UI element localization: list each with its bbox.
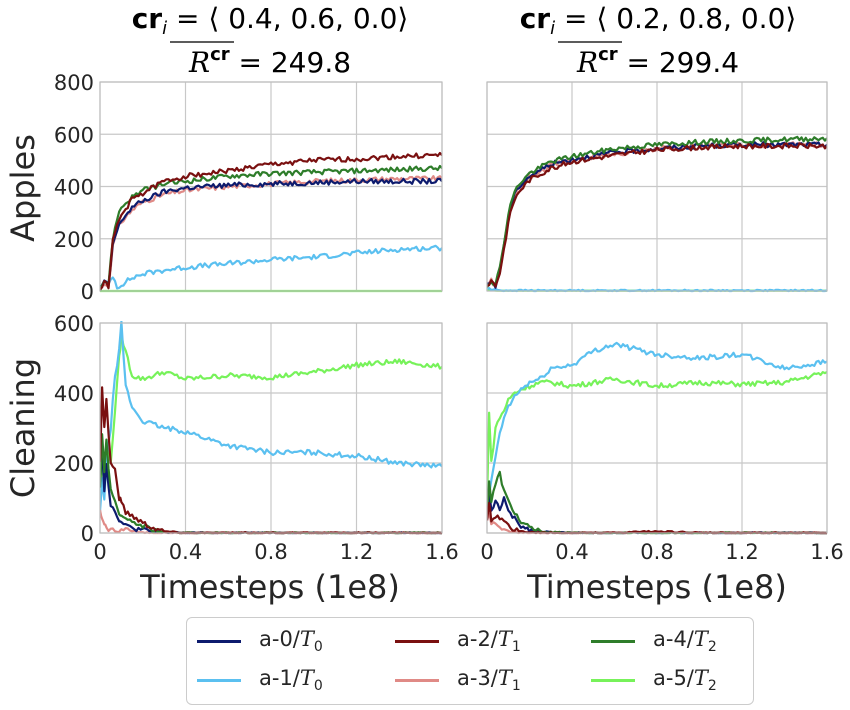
- ytick-label: 0: [81, 280, 94, 304]
- series-line-a5: [100, 333, 442, 499]
- series-line-a1: [487, 341, 827, 521]
- ytick-label: 400: [54, 176, 94, 200]
- legend-label: a-4/T2: [653, 626, 717, 656]
- xtick-label: 0.8: [254, 540, 287, 564]
- ytick-label: 200: [54, 452, 94, 476]
- legend-swatch: [591, 639, 635, 643]
- legend-label: a-1/T0: [259, 665, 323, 695]
- xtick-label: 0.8: [640, 540, 673, 564]
- svg-text:Rcr = 249.8: Rcr = 249.8: [188, 44, 351, 79]
- panel-title-right: cri = ⟨ 0.2, 0.8, 0.0⟩ Rcr = 299.4: [520, 2, 797, 79]
- title-left-sub: i: [162, 18, 167, 39]
- svg-text:cri = ⟨ 0.4, 0.6, 0.0⟩: cri = ⟨ 0.4, 0.6, 0.0⟩: [132, 2, 409, 39]
- svg-text:Rcr = 299.4: Rcr = 299.4: [576, 44, 739, 79]
- title-left-R: R: [188, 46, 210, 79]
- ytick-label: 200: [54, 228, 94, 252]
- legend-swatch: [395, 639, 439, 643]
- ytick-label: 400: [54, 382, 94, 406]
- xtick-label: 0: [93, 540, 106, 564]
- plot-frame: [99, 322, 443, 534]
- legend-item-a2: a-2/T1: [395, 626, 521, 656]
- legend-swatch: [197, 678, 241, 682]
- series-line-a1: [100, 321, 442, 512]
- panel-apples-right: [486, 81, 828, 293]
- legend-item-a5: a-5/T2: [591, 665, 717, 695]
- panel-cleaning-left: 0 200 400 600 0 0.4 0.8 1.2 1.6: [54, 312, 459, 564]
- title-right-sup: cr: [598, 44, 618, 65]
- title-left-value: = 249.8: [230, 46, 351, 79]
- ylabel-apples: Apples: [4, 134, 42, 242]
- plot-frame: [99, 81, 443, 292]
- legend-item-a1: a-1/T0: [197, 665, 323, 695]
- title-left-bold: cr: [132, 2, 163, 35]
- xlabel-left: Timesteps (1e8): [139, 568, 400, 606]
- xtick-label: 1.6: [810, 540, 843, 564]
- xtick-label: 1.2: [725, 540, 758, 564]
- title-right-sub: i: [550, 18, 555, 39]
- legend-label: a-5/T2: [653, 665, 717, 695]
- legend-label: a-0/T0: [259, 626, 323, 656]
- legend-swatch: [591, 678, 635, 682]
- series-line-a2: [100, 151, 442, 291]
- xtick-label: 1.6: [425, 540, 458, 564]
- series-line-a2: [487, 142, 827, 288]
- title-right-rest: = ⟨ 0.2, 0.8, 0.0⟩: [555, 2, 796, 35]
- ytick-label: 600: [54, 312, 94, 336]
- series-line-a4: [487, 135, 827, 288]
- legend-item-a3: a-3/T1: [395, 665, 521, 695]
- panel-title-left: cri = ⟨ 0.4, 0.6, 0.0⟩ Rcr = 249.8: [132, 2, 409, 79]
- panel-cleaning-right: 0 0.4 0.8 1.2 1.6: [480, 322, 844, 564]
- xtick-label: 1.2: [340, 540, 373, 564]
- series-line-a1: [487, 287, 827, 293]
- ytick-label: 600: [54, 123, 94, 147]
- legend-item-a0: a-0/T0: [197, 626, 323, 656]
- series-line-a1: [100, 244, 442, 291]
- legend-item-a4: a-4/T2: [591, 626, 717, 656]
- xtick-label: 0.4: [555, 540, 588, 564]
- xtick-label: 0: [480, 540, 493, 564]
- title-right-bold: cr: [520, 2, 551, 35]
- ytick-label: 0: [81, 522, 94, 546]
- panel-apples-left: 0 200 400 600 800: [54, 71, 443, 304]
- legend: a-0/T0 a-1/T0 a-2/T1 a-3/T1 a-4/T2 a-5/T2: [186, 617, 754, 705]
- svg-text:cri = ⟨ 0.2, 0.8, 0.0⟩: cri = ⟨ 0.2, 0.8, 0.0⟩: [520, 2, 797, 39]
- legend-label: a-3/T1: [457, 665, 521, 695]
- xtick-label: 0.4: [169, 540, 202, 564]
- title-right-R: R: [576, 46, 598, 79]
- plot-frame: [486, 81, 828, 292]
- title-right-value: = 299.4: [618, 46, 739, 79]
- title-left-rest: = ⟨ 0.4, 0.6, 0.0⟩: [167, 2, 408, 35]
- plot-frame: [486, 322, 828, 534]
- legend-label: a-2/T1: [457, 626, 521, 656]
- xlabel-right: Timesteps (1e8): [526, 568, 787, 606]
- ytick-label: 800: [54, 71, 94, 95]
- series-line-a5: [487, 371, 827, 505]
- ylabel-cleaning: Cleaning: [4, 358, 42, 498]
- series-line-a0: [100, 177, 442, 289]
- title-left-sup: cr: [210, 44, 230, 65]
- legend-swatch: [395, 678, 439, 682]
- legend-swatch: [197, 639, 241, 643]
